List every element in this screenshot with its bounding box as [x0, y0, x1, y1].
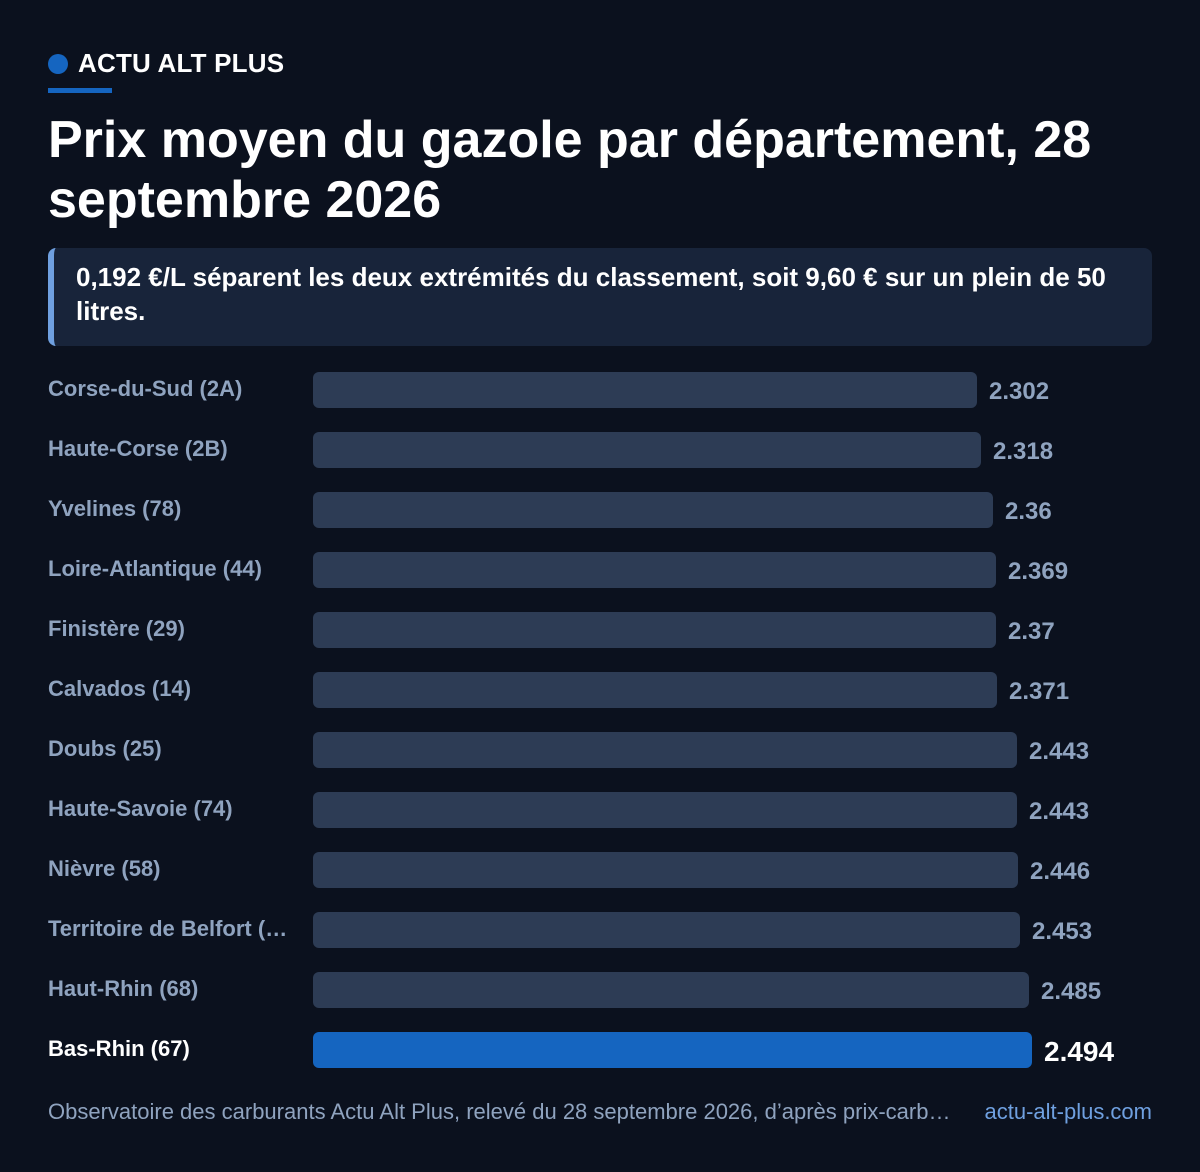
bar-chart: Corse-du-Sud (2A) 2.302 Haute-Corse (2B) 2.…	[48, 372, 1152, 1072]
brand-underline	[48, 88, 112, 93]
value-label: 2.443	[1029, 738, 1090, 765]
category-label: Haut-Rhin (68)	[48, 976, 199, 1001]
bar	[313, 972, 1029, 1008]
callout-text: 0,192 €/L séparent les deux extrémités d…	[76, 262, 1106, 326]
value-label: 2.369	[1008, 558, 1069, 585]
site-link[interactable]: actu-alt-plus.com	[984, 1099, 1152, 1124]
bar	[313, 612, 996, 648]
bar	[313, 852, 1018, 888]
bar-row: Loire-Atlantique (44) 2.369	[48, 552, 1152, 588]
bar-row: Haut-Rhin (68) 2.485	[48, 972, 1152, 1008]
bar	[313, 1032, 1032, 1068]
value-label: 2.446	[1030, 858, 1091, 885]
category-label: Doubs (25)	[48, 736, 162, 761]
brand-name: ACTU ALT PLUS	[78, 48, 285, 78]
category-label: Finistère (29)	[48, 616, 185, 641]
bar-row: Haute-Savoie (74) 2.443	[48, 792, 1152, 828]
bar-row: Doubs (25) 2.443	[48, 732, 1152, 768]
value-label: 2.318	[993, 438, 1054, 465]
bar	[313, 792, 1017, 828]
value-label: 2.494	[1044, 1036, 1115, 1067]
bar	[313, 672, 997, 708]
bar-row: Yvelines (78) 2.36	[48, 492, 1152, 528]
bar-row: Territoire de Belfort (90) 2.453	[48, 912, 1152, 948]
bar-row: Corse-du-Sud (2A) 2.302	[48, 372, 1152, 408]
source-note: Observatoire des carburants Actu Alt Plu…	[48, 1099, 953, 1124]
footer: Observatoire des carburants Actu Alt Plu…	[48, 1099, 1152, 1127]
bar	[313, 372, 977, 408]
category-label: Nièvre (58)	[48, 856, 161, 881]
value-label: 2.302	[989, 378, 1050, 405]
category-label: Calvados (14)	[48, 676, 192, 701]
bar-row: Finistère (29) 2.37	[48, 612, 1152, 648]
bar-row: Calvados (14) 2.371	[48, 672, 1152, 708]
chart-title: Prix moyen du gazole par département, 28…	[48, 111, 1092, 229]
category-label: Haute-Savoie (74)	[48, 796, 233, 821]
bar	[313, 432, 981, 468]
value-label: 2.443	[1029, 798, 1090, 825]
value-label: 2.485	[1041, 978, 1102, 1005]
category-label: Territoire de Belfort (90)	[48, 916, 293, 941]
brand-dot-icon	[48, 53, 68, 74]
value-label: 2.453	[1032, 918, 1093, 945]
category-label: Yvelines (78)	[48, 496, 182, 521]
bar	[313, 552, 996, 588]
bar-row: Haute-Corse (2B) 2.318	[48, 432, 1152, 468]
category-label: Bas-Rhin (67)	[48, 1036, 190, 1061]
bar-row: Bas-Rhin (67) 2.494	[48, 1032, 1152, 1068]
bar-row: Nièvre (58) 2.446	[48, 852, 1152, 888]
value-label: 2.371	[1009, 678, 1070, 705]
bar	[313, 912, 1020, 948]
brand: ACTU ALT PLUS	[48, 48, 284, 79]
bar	[313, 732, 1017, 768]
value-label: 2.36	[1005, 498, 1052, 525]
category-label: Haute-Corse (2B)	[48, 436, 228, 461]
key-figure-callout: 0,192 €/L séparent les deux extrémités d…	[48, 248, 1152, 346]
category-label: Loire-Atlantique (44)	[48, 556, 262, 581]
value-label: 2.37	[1008, 618, 1055, 645]
category-label: Corse-du-Sud (2A)	[48, 376, 243, 401]
bar	[313, 492, 993, 528]
